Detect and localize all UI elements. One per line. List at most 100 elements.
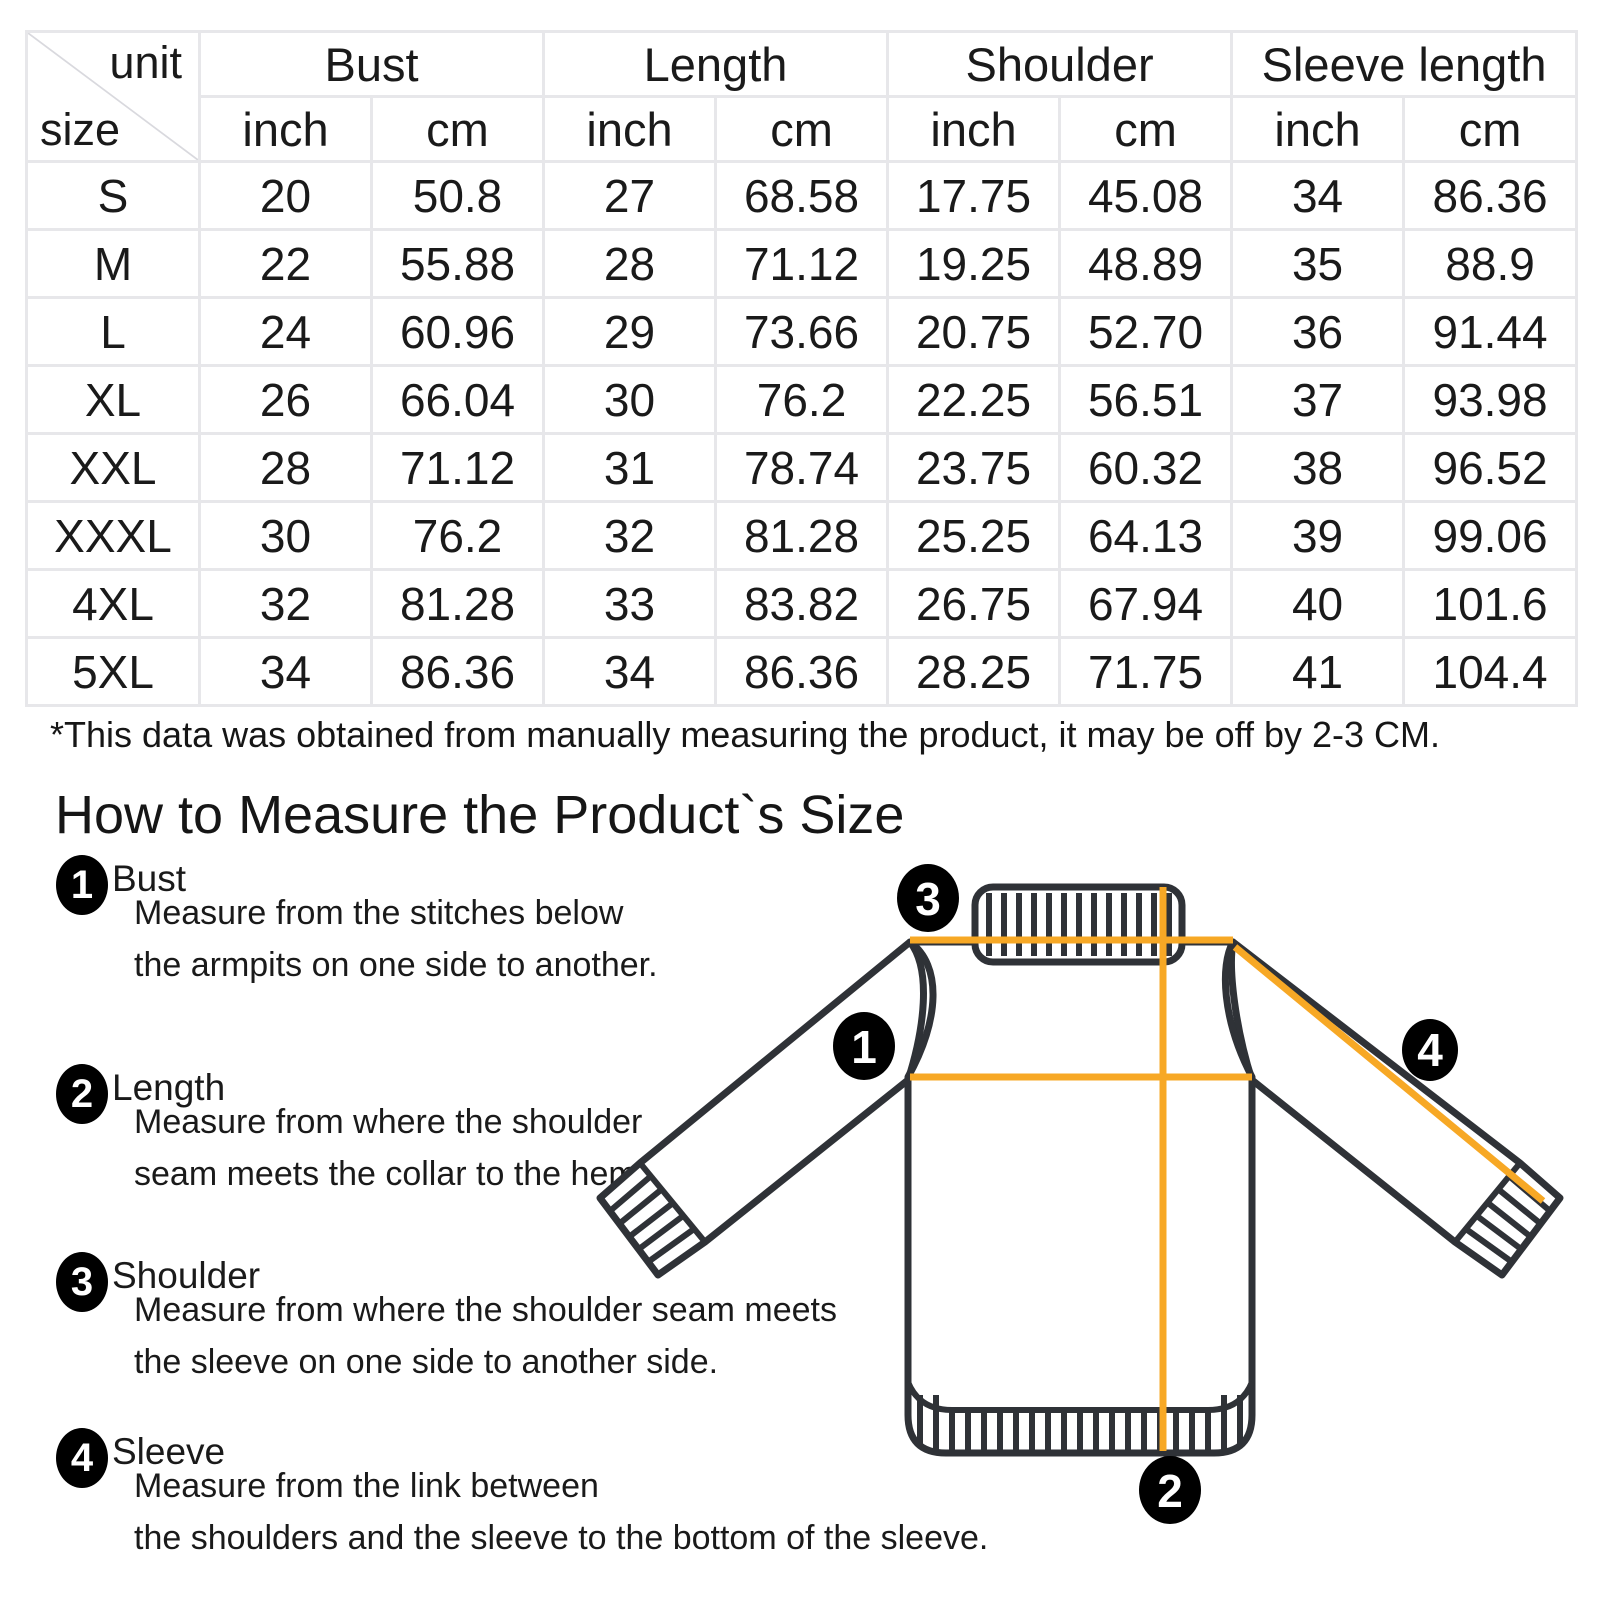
size-cell: S	[25, 160, 201, 231]
hem	[905, 1380, 1255, 1452]
table-row: M 22 55.88 28 71.12 19.25 48.89 35 88.9	[25, 228, 1579, 299]
value-cell: 99.06	[1402, 500, 1579, 571]
value-cell: 32	[542, 500, 718, 571]
table-row: 5XL 34 86.36 34 86.36 28.25 71.75 41 104…	[25, 636, 1579, 707]
value-cell: 86.36	[714, 636, 890, 707]
callout-4-number: 4	[1417, 1024, 1443, 1076]
group-header-sleeve-length: Sleeve length	[1230, 30, 1579, 98]
value-cell: 38	[1230, 432, 1406, 503]
value-cell: 25.25	[886, 500, 1062, 571]
unit-header: inch	[1230, 95, 1406, 163]
value-cell: 86.36	[369, 636, 546, 707]
callout-2	[1139, 1456, 1201, 1524]
group-header-length: Length	[542, 30, 890, 98]
value-cell: 22	[198, 228, 373, 299]
item-label: Sleeve	[112, 1431, 226, 1472]
value-cell: 86.36	[1402, 160, 1579, 231]
unit-header: cm	[369, 95, 546, 163]
value-cell: 30	[542, 364, 718, 435]
value-cell: 60.32	[1058, 432, 1234, 503]
group-header-bust: Bust	[197, 30, 546, 98]
callout-1-number: 1	[851, 1021, 877, 1073]
corner-label-size: size	[40, 104, 121, 155]
value-cell: 71.75	[1058, 636, 1234, 707]
section-title: How to Measure the Product`s Size	[55, 785, 905, 845]
value-cell: 50.8	[369, 160, 546, 231]
table-row: S 20 50.8 27 68.58 17.75 45.08 34 86.36	[25, 160, 1579, 231]
corner-diagonal-line	[28, 33, 198, 160]
value-cell: 34	[198, 636, 373, 707]
item-number-badge: 4	[56, 1428, 108, 1488]
item-description-line: the armpits on one side to another.	[134, 946, 658, 984]
unit-header: cm	[714, 95, 890, 163]
corner-label-unit: unit	[109, 37, 182, 88]
value-cell: 71.12	[369, 432, 546, 503]
size-cell: L	[25, 296, 201, 367]
table-row: 4XL 32 81.28 33 83.82 26.75 67.94 40 101…	[25, 568, 1579, 639]
callout-3	[897, 864, 959, 932]
group-header-shoulder: Shoulder	[886, 30, 1234, 98]
item-description-line: Measure from where the shoulder seam mee…	[134, 1291, 837, 1329]
size-cell: M	[25, 228, 201, 299]
value-cell: 32	[198, 568, 373, 639]
value-cell: 41	[1230, 636, 1406, 707]
value-cell: 55.88	[369, 228, 546, 299]
size-cell: 5XL	[25, 636, 201, 707]
unit-header: cm	[1058, 95, 1234, 163]
value-cell: 26	[198, 364, 373, 435]
item-description-line: Measure from where the shoulder	[134, 1103, 643, 1141]
measure-item-bust: 1 Bust Measure from the stitches below t…	[0, 855, 1250, 985]
item-label: Length	[112, 1067, 226, 1108]
value-cell: 96.52	[1402, 432, 1579, 503]
item-label: Shoulder	[112, 1255, 261, 1296]
measure-line-sleeve	[1232, 944, 1546, 1204]
item-description-line: Measure from the link between	[134, 1467, 599, 1505]
size-cell: XXL	[25, 432, 201, 503]
value-cell: 104.4	[1402, 636, 1579, 707]
sweater-body	[904, 938, 1256, 1457]
value-cell: 22.25	[886, 364, 1062, 435]
item-number-badge: 3	[56, 1252, 108, 1312]
measure-item-sleeve: 4 Sleeve Measure from the link between t…	[0, 1428, 1250, 1558]
measure-item-length: 2 Length Measure from where the shoulder…	[0, 1064, 1250, 1194]
value-cell: 29	[542, 296, 718, 367]
value-cell: 17.75	[886, 160, 1062, 231]
table-row: XXXL 30 76.2 32 81.28 25.25 64.13 39 99.…	[25, 500, 1579, 571]
item-description-line: the sleeve on one side to another side.	[134, 1343, 719, 1381]
value-cell: 93.98	[1402, 364, 1579, 435]
value-cell: 71.12	[714, 228, 890, 299]
item-description-line: the shoulders and the sleeve to the bott…	[134, 1519, 989, 1557]
callout-4	[1402, 1019, 1458, 1081]
value-cell: 81.28	[714, 500, 890, 571]
value-cell: 101.6	[1402, 568, 1579, 639]
size-cell: 4XL	[25, 568, 201, 639]
right-sleeve	[1228, 938, 1564, 1279]
sweater-diagram: 1 2 3 4	[580, 830, 1600, 1600]
value-cell: 28	[542, 228, 718, 299]
value-cell: 28	[198, 432, 373, 503]
item-description-line: seam meets the collar to the hem.	[134, 1155, 647, 1193]
unit-header: inch	[198, 95, 373, 163]
value-cell: 20.75	[886, 296, 1062, 367]
value-cell: 19.25	[886, 228, 1062, 299]
table-row: L 24 60.96 29 73.66 20.75 52.70 36 91.44	[25, 296, 1579, 367]
item-label: Bust	[112, 858, 187, 899]
value-cell: 34	[1230, 160, 1406, 231]
value-cell: 27	[542, 160, 718, 231]
value-cell: 76.2	[714, 364, 890, 435]
value-cell: 67.94	[1058, 568, 1234, 639]
value-cell: 88.9	[1402, 228, 1579, 299]
size-chart-table: unit size Bust Length Shoulder Sleeve le…	[25, 30, 1579, 707]
value-cell: 28.25	[886, 636, 1062, 707]
value-cell: 73.66	[714, 296, 890, 367]
value-cell: 56.51	[1058, 364, 1234, 435]
value-cell: 23.75	[886, 432, 1062, 503]
size-cell: XL	[25, 364, 201, 435]
value-cell: 60.96	[369, 296, 546, 367]
callout-3-number: 3	[915, 873, 941, 925]
value-cell: 31	[542, 432, 718, 503]
value-cell: 81.28	[369, 568, 546, 639]
callout-1	[833, 1012, 895, 1080]
item-number-badge: 1	[56, 855, 108, 915]
